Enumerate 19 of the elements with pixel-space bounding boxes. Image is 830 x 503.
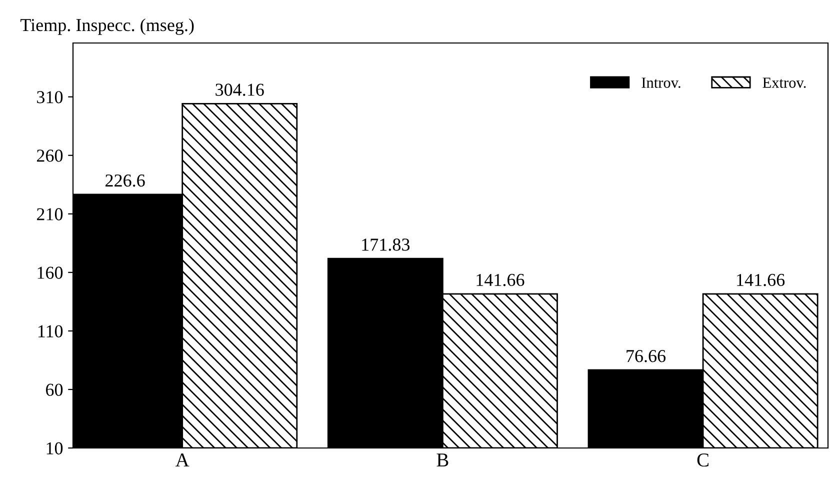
y-axis-title: Tiemp. Inspecc. (mseg.) (20, 18, 194, 35)
x-tick-label: C (697, 453, 708, 467)
data-label: 141.66 (737, 274, 785, 286)
y-tick-label: 260 (36, 150, 63, 162)
data-label: 304.16 (216, 84, 264, 96)
y-tick-label: 310 (37, 91, 63, 104)
x-tick-label: A (176, 454, 190, 466)
y-tick-label: 60 (46, 384, 63, 396)
data-label: 141.66 (476, 274, 524, 286)
y-tick-label: 210 (36, 208, 63, 220)
data-label: 226.6 (106, 174, 145, 187)
data-label: 76.66 (626, 350, 666, 362)
legend-label: Introv. (642, 78, 680, 88)
x-tick-label: B (436, 454, 448, 466)
data-label: 171.83 (362, 238, 410, 251)
legend-label: Extrov. (762, 78, 806, 88)
y-tick-label: 160 (38, 266, 63, 279)
y-tick-label: 10 (46, 442, 63, 454)
y-tick-label: 110 (38, 325, 63, 338)
